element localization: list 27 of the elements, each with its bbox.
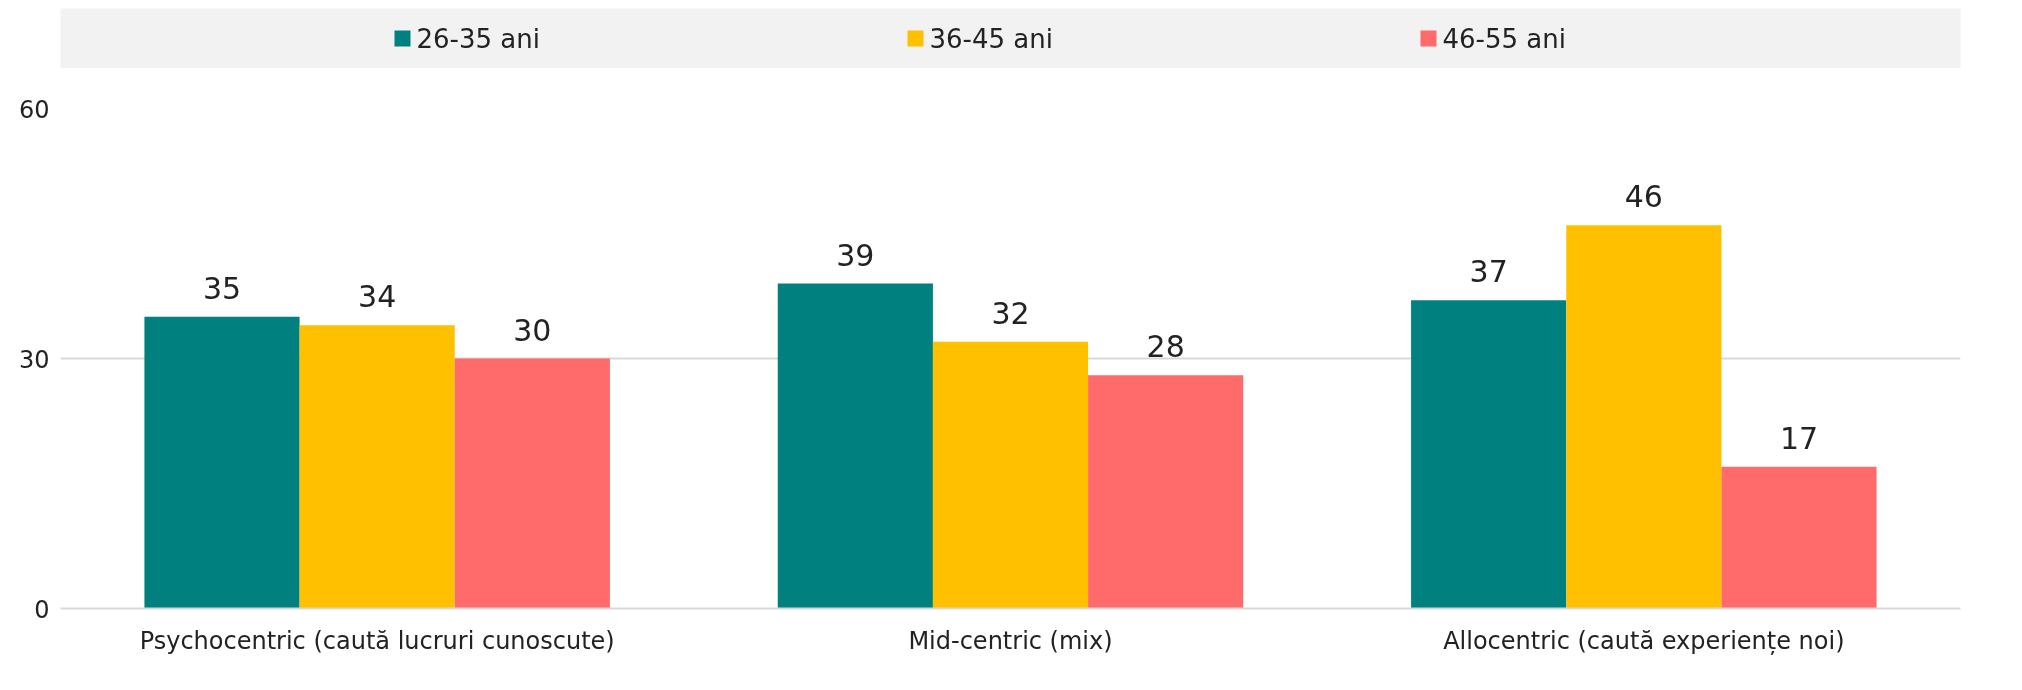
data-label: 32: [991, 295, 1030, 331]
data-label: 30: [513, 312, 552, 348]
bar: [1411, 300, 1567, 609]
data-label: 46: [1624, 179, 1663, 215]
data-label: 28: [1146, 329, 1185, 365]
bar: [932, 341, 1089, 609]
x-tick-label: Allocentric (caută experiențe noi): [1443, 626, 1845, 655]
bar: [1721, 466, 1877, 609]
x-tick-label: Psychocentric (caută lucruri cunoscute): [139, 626, 615, 655]
data-label: 37: [1469, 254, 1508, 290]
y-tick-label: 30: [18, 345, 50, 374]
legend-label: 46-55 ani: [1442, 23, 1566, 54]
bar: [454, 358, 610, 609]
y-tick-label: 0: [34, 595, 50, 624]
y-tick-label: 60: [18, 95, 50, 124]
legend-label: 26-35 ani: [416, 23, 540, 54]
data-label: 39: [836, 237, 875, 273]
bar: [144, 316, 300, 609]
x-tick-label: Mid-centric (mix): [908, 626, 1113, 655]
data-label: 17: [1779, 420, 1819, 456]
bar: [777, 283, 933, 609]
bar: [1088, 375, 1244, 609]
legend-label: 36-45 ani: [929, 23, 1053, 54]
bar: [1566, 225, 1722, 609]
data-label: 35: [202, 270, 242, 306]
bar: [299, 325, 455, 609]
data-label: 34: [358, 279, 397, 315]
